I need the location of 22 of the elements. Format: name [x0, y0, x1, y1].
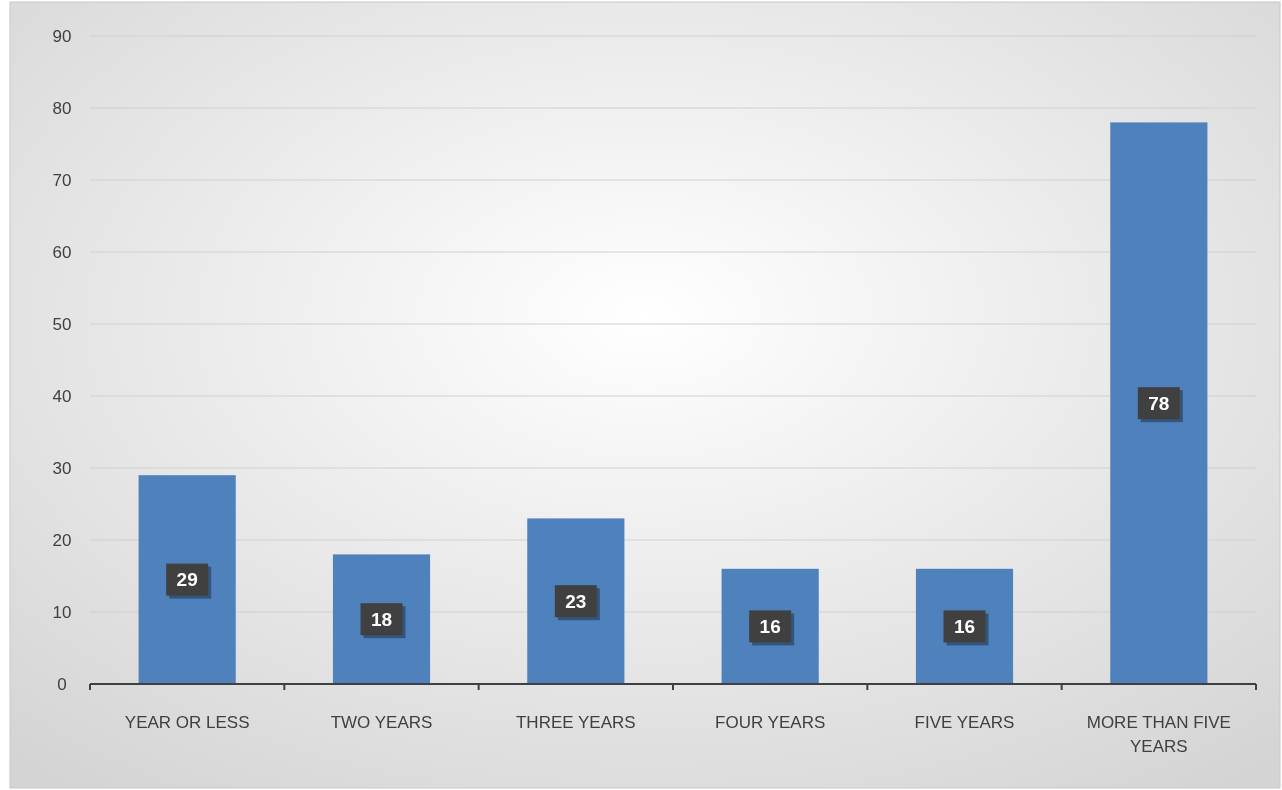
x-tick-label: TWO YEARS: [330, 713, 433, 732]
x-tick-label: MORE THAN FIVE YEARS: [1086, 713, 1231, 756]
y-tick-label: 10: [52, 602, 72, 622]
y-tick-label: 30: [52, 458, 72, 478]
y-tick-label: 70: [52, 170, 72, 190]
data-label: 16: [953, 616, 976, 638]
data-label: 18: [370, 608, 393, 630]
y-tick-label: 80: [52, 98, 72, 118]
x-tick-label: THREE YEARS: [516, 713, 636, 732]
y-tick-label: 0: [57, 674, 67, 694]
y-tick-label: 40: [52, 386, 72, 406]
data-label: 78: [1148, 392, 1170, 414]
y-tick-label: 50: [52, 314, 72, 334]
x-tick-label: YEAR OR LESS: [124, 713, 250, 732]
data-label: 23: [565, 590, 587, 612]
y-tick-label: 20: [52, 530, 72, 550]
y-tick-label: 90: [52, 26, 72, 46]
y-tick-label: 60: [52, 242, 72, 262]
data-label: 16: [759, 616, 781, 638]
data-label: 29: [176, 569, 198, 591]
x-tick-label: FOUR YEARS: [715, 713, 826, 732]
x-tick-label: FIVE YEARS: [914, 713, 1015, 732]
